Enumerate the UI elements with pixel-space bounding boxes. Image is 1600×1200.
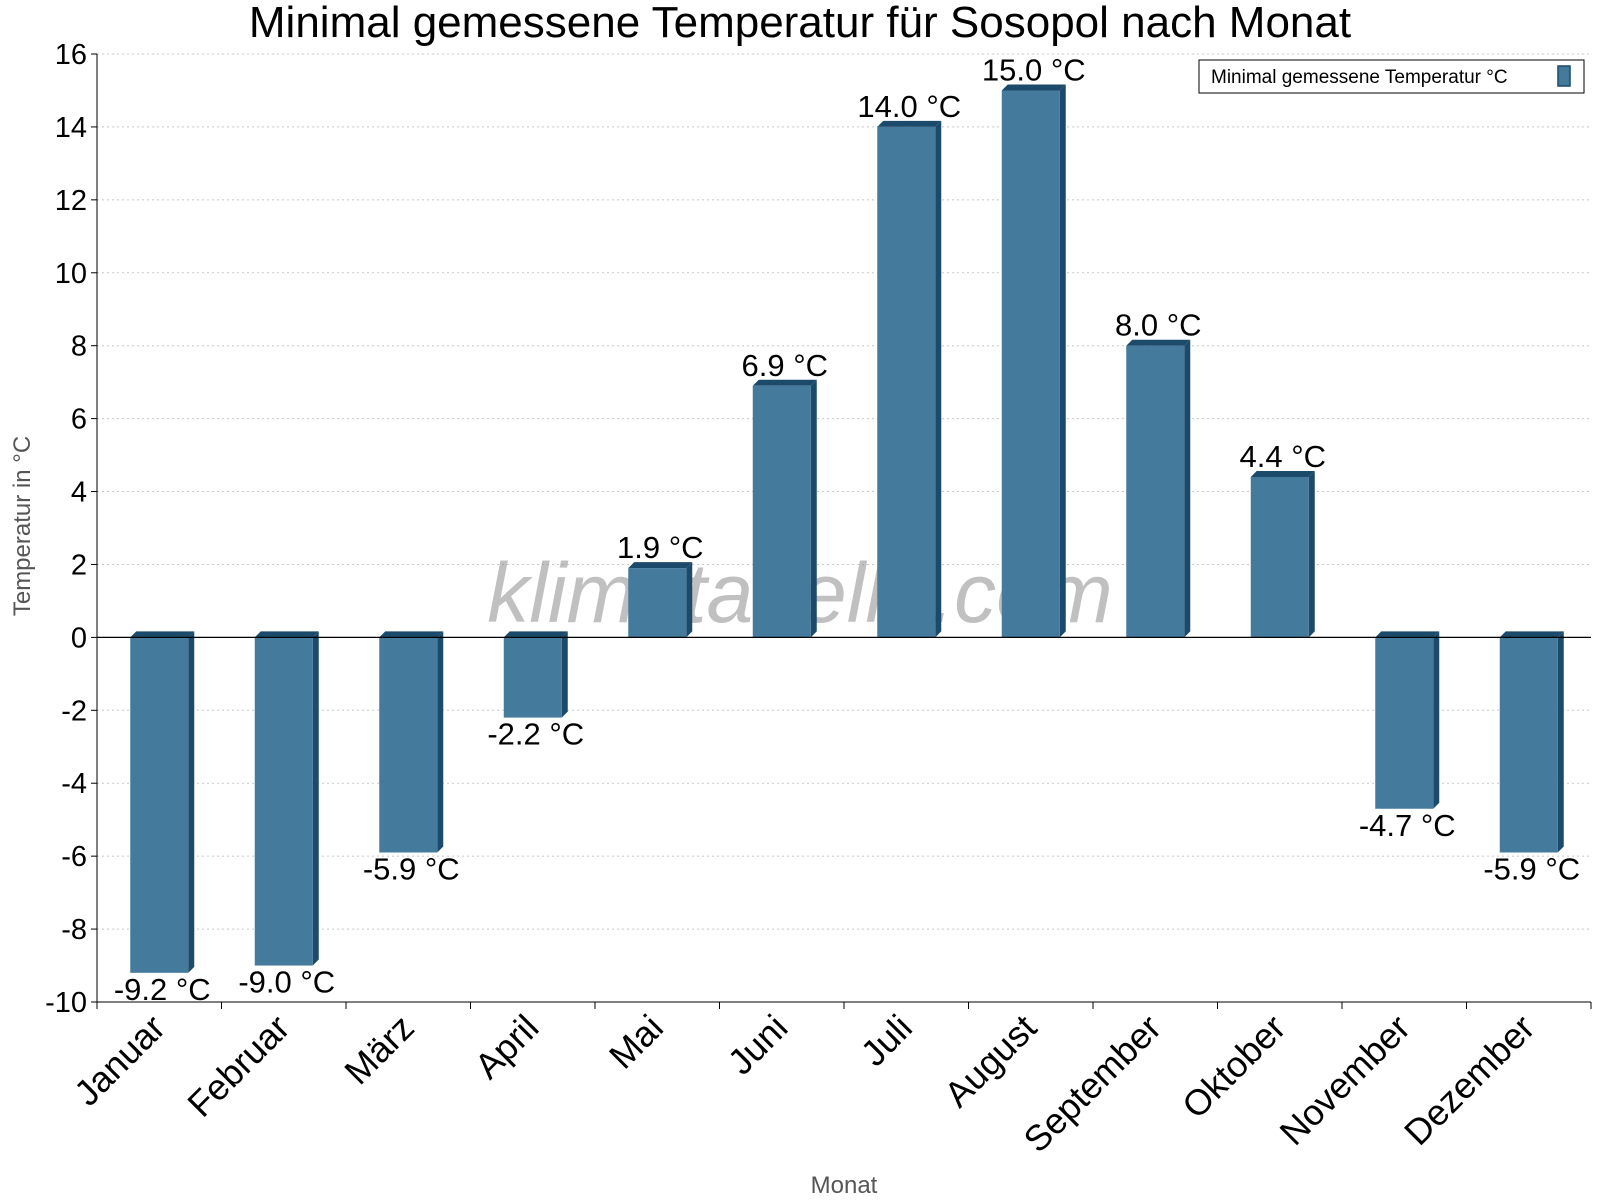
legend-box <box>1198 59 1585 94</box>
chart-title: Minimal gemessene Temperatur für Sosopol… <box>249 0 1351 47</box>
bar-top <box>628 562 693 569</box>
data-label: -5.9 °C <box>363 852 460 887</box>
data-label: -9.2 °C <box>114 972 211 1007</box>
x-tick-label: März <box>336 1007 422 1093</box>
bar <box>1250 476 1309 638</box>
x-tick-label: Oktober <box>1174 1007 1294 1127</box>
y-tick-label: -8 <box>61 914 87 946</box>
data-label: -5.9 °C <box>1483 852 1580 887</box>
bar <box>254 637 313 966</box>
data-label: 6.9 °C <box>742 348 829 383</box>
bar-side <box>810 379 817 638</box>
x-tick-label: August <box>936 1007 1044 1115</box>
bar <box>379 637 438 853</box>
bar-top <box>1126 339 1191 346</box>
y-tick-label: 0 <box>71 622 87 654</box>
bar-top <box>752 379 817 386</box>
bar <box>752 385 811 638</box>
bar <box>1375 637 1434 809</box>
x-tick-label: Januar <box>66 1007 173 1114</box>
data-label: 4.4 °C <box>1240 439 1327 474</box>
bar-side <box>1433 631 1440 809</box>
bar-top <box>1375 631 1440 638</box>
x-axis: Januar Februar März April Mai Juni Juli AugustS… <box>66 1001 1592 1160</box>
bar-side <box>561 631 568 718</box>
bar-top <box>130 631 195 638</box>
bar-top <box>1499 631 1564 638</box>
x-tick-label: Dezember <box>1396 1007 1542 1153</box>
y-tick-label: 16 <box>55 39 87 71</box>
bars <box>130 84 1564 973</box>
y-axis: -10 -8 -6 -4 -2 0 2 4 6 8 10 12 14 16 <box>45 39 98 1019</box>
x-tick-label: Mai <box>601 1007 671 1077</box>
bar-top <box>1250 470 1315 477</box>
bar-side <box>188 631 195 973</box>
x-tick-label: November <box>1271 1007 1417 1153</box>
data-label: 1.9 °C <box>617 530 704 565</box>
legend: Minimal gemessene Temperatur °C <box>1198 59 1585 94</box>
data-labels: -9.2 °C -9.0 °C -5.9 °C -2.2 °C 1.9 °C 6.9 °C… <box>114 52 1580 1006</box>
y-tick-label: 10 <box>55 258 87 290</box>
data-label: -9.0 °C <box>238 965 335 1000</box>
bar <box>1001 90 1060 638</box>
legend-label: Minimal gemessene Temperatur °C <box>1211 67 1508 88</box>
legend-swatch <box>1557 65 1571 87</box>
bar <box>877 126 936 638</box>
bar-side <box>312 631 319 966</box>
x-axis-label: Monat <box>811 1172 878 1199</box>
data-label: 14.0 °C <box>857 89 961 124</box>
bar-side <box>1308 470 1315 638</box>
x-tick-label: Juni <box>720 1007 796 1083</box>
bar-top <box>877 120 942 127</box>
y-tick-label: 4 <box>71 477 87 509</box>
bar-side <box>935 120 942 638</box>
x-tick-label: April <box>466 1007 546 1087</box>
bar-side <box>686 562 693 638</box>
y-tick-label: -2 <box>61 695 87 727</box>
y-tick-label: 8 <box>71 331 87 363</box>
bar <box>628 568 687 638</box>
y-tick-label: 14 <box>55 112 87 144</box>
bar <box>1126 345 1185 638</box>
bar <box>1499 637 1558 853</box>
data-label: -2.2 °C <box>487 717 584 752</box>
bar-side <box>1059 84 1066 638</box>
bar <box>503 637 562 718</box>
y-tick-label: 6 <box>71 404 87 436</box>
data-label: 8.0 °C <box>1115 308 1202 343</box>
y-tick-label: -6 <box>61 841 87 873</box>
bar-top <box>503 631 568 638</box>
y-tick-label: -10 <box>45 987 87 1019</box>
data-label: -4.7 °C <box>1359 808 1456 843</box>
x-tick-label: Juli <box>853 1007 920 1074</box>
bar-top <box>379 631 444 638</box>
x-tick-label: Februar <box>179 1007 297 1125</box>
bar <box>130 637 189 973</box>
bar-top <box>1001 84 1066 91</box>
bar-top <box>254 631 319 638</box>
bar-side <box>437 631 444 853</box>
bar-side <box>1184 339 1191 638</box>
y-axis-label: Temperatur in °C <box>9 436 36 616</box>
grid-lines <box>97 53 1591 1003</box>
bar-side <box>1557 631 1564 853</box>
y-tick-label: 12 <box>55 185 87 217</box>
data-label: 15.0 °C <box>982 52 1086 87</box>
y-tick-label: -4 <box>61 768 87 800</box>
y-tick-label: 2 <box>71 549 87 581</box>
